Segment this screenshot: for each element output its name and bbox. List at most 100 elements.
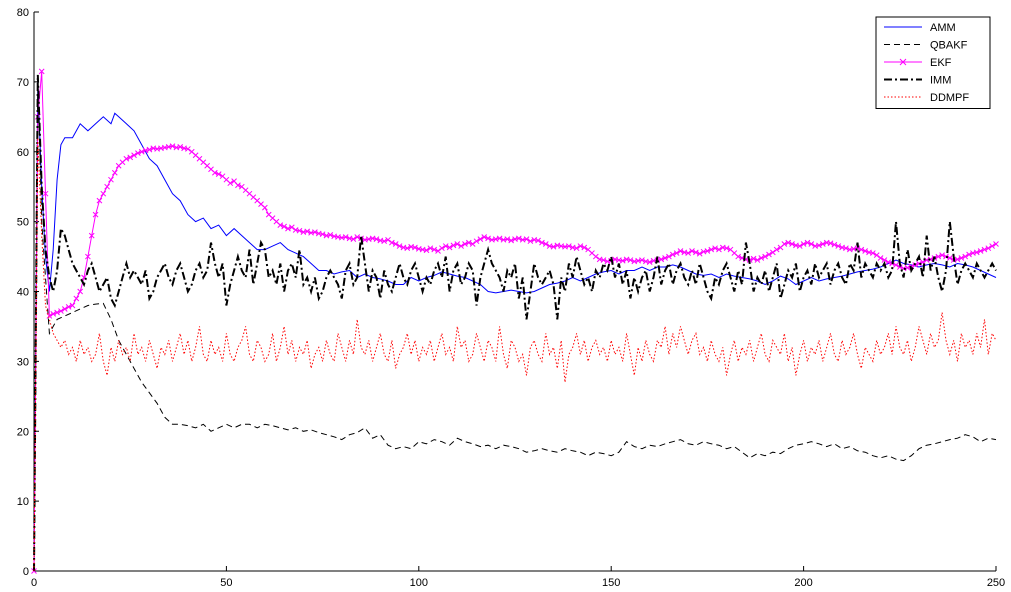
data-point-ekf	[985, 245, 992, 252]
data-point-ekf	[473, 238, 480, 245]
data-point-ekf	[42, 190, 49, 197]
data-point-ekf	[785, 239, 792, 246]
data-point-ekf	[185, 146, 191, 152]
data-point-ekf	[304, 228, 311, 235]
data-point-ekf	[716, 246, 722, 253]
data-point-ekf	[677, 248, 684, 254]
data-point-ekf	[954, 256, 961, 263]
x-tick-label: 50	[220, 577, 232, 589]
data-point-ekf	[566, 243, 572, 249]
legend-label-amm: AMM	[930, 22, 956, 34]
data-point-ekf	[708, 246, 715, 253]
data-point-ekf	[385, 236, 391, 243]
data-point-ekf	[754, 257, 761, 263]
data-point-ekf	[427, 245, 434, 252]
y-tick-label: 0	[23, 566, 29, 578]
y-tick-label: 80	[17, 7, 29, 19]
data-point-ekf	[527, 238, 534, 245]
data-point-ekf	[138, 148, 145, 155]
data-point-ekf	[442, 243, 449, 249]
data-point-ekf	[577, 243, 584, 249]
data-point-ekf	[935, 253, 942, 260]
data-point-ekf	[550, 243, 557, 250]
data-point-ekf	[146, 146, 153, 153]
data-point-ekf	[662, 255, 668, 261]
data-point-ekf	[973, 249, 980, 256]
data-point-ekf	[481, 234, 488, 240]
data-point-ekf	[177, 144, 184, 150]
data-point-ekf	[958, 255, 965, 261]
y-tick-label: 10	[17, 496, 29, 508]
series-imm	[33, 74, 997, 572]
data-point-ekf	[73, 295, 80, 302]
y-tick-label: 50	[17, 217, 29, 229]
data-point-ekf	[235, 182, 241, 189]
series-line-qbakf	[33, 74, 997, 572]
data-point-ekf	[496, 235, 503, 242]
data-point-ekf	[762, 253, 768, 260]
data-point-ekf	[450, 242, 457, 249]
data-point-ekf	[896, 264, 903, 270]
data-point-ekf	[873, 252, 880, 259]
data-point-ekf	[396, 243, 403, 249]
data-point-ekf	[69, 302, 76, 309]
data-point-ekf	[943, 253, 949, 260]
data-point-ekf	[592, 253, 599, 260]
data-point-ekf	[85, 253, 91, 260]
data-point-ekf	[169, 143, 176, 150]
data-point-ekf	[127, 154, 134, 161]
data-point-ekf	[766, 251, 772, 258]
data-point-ekf	[38, 68, 45, 75]
data-point-ekf	[916, 260, 922, 267]
data-point-ekf	[993, 241, 999, 247]
data-point-ekf	[423, 247, 430, 254]
data-point-ekf	[893, 262, 899, 268]
data-point-ekf	[227, 180, 234, 187]
data-point-ekf	[981, 246, 988, 253]
data-point-ekf	[123, 155, 130, 162]
data-point-ekf	[877, 255, 884, 261]
data-point-ekf	[435, 248, 441, 254]
data-point-ekf	[627, 257, 634, 263]
series-layer	[31, 68, 999, 574]
data-point-ekf	[446, 244, 453, 251]
data-point-ekf	[212, 169, 218, 176]
data-point-ekf	[431, 246, 438, 253]
legend-marker-ekf	[899, 58, 907, 66]
y-tick-label: 20	[17, 426, 29, 438]
data-point-ekf	[381, 238, 388, 245]
data-point-ekf	[966, 251, 972, 258]
data-point-ekf	[439, 245, 445, 252]
data-point-ekf	[104, 183, 110, 190]
data-point-ekf	[327, 232, 334, 238]
data-point-ekf	[885, 259, 892, 266]
data-point-ekf	[462, 241, 468, 247]
y-tick-label: 40	[17, 287, 29, 299]
data-point-ekf	[458, 243, 464, 249]
data-point-ekf	[389, 239, 395, 246]
data-point-ekf	[296, 227, 303, 234]
data-point-ekf	[477, 236, 484, 242]
series-ddmpf	[33, 137, 997, 572]
data-point-ekf	[131, 152, 137, 159]
data-point-ekf	[904, 264, 911, 271]
data-point-ekf	[111, 169, 118, 176]
data-point-ekf	[92, 211, 99, 218]
data-point-ekf	[977, 248, 984, 254]
series-line-imm	[33, 74, 997, 572]
data-point-ekf	[523, 236, 530, 242]
data-point-ekf	[835, 243, 842, 249]
data-point-ekf	[989, 243, 996, 249]
data-point-ekf	[504, 236, 511, 242]
data-point-ekf	[88, 232, 95, 239]
data-point-ekf	[77, 288, 84, 295]
legend-label-imm: IMM	[930, 75, 951, 87]
data-point-ekf	[469, 241, 476, 247]
legend: AMM QBAKF EKF IMM DDMPF	[875, 16, 991, 109]
data-point-ekf	[277, 222, 284, 228]
data-point-ekf	[669, 251, 676, 258]
data-point-ekf	[712, 245, 718, 252]
data-point-ekf	[465, 239, 472, 246]
data-point-ekf	[962, 253, 969, 260]
